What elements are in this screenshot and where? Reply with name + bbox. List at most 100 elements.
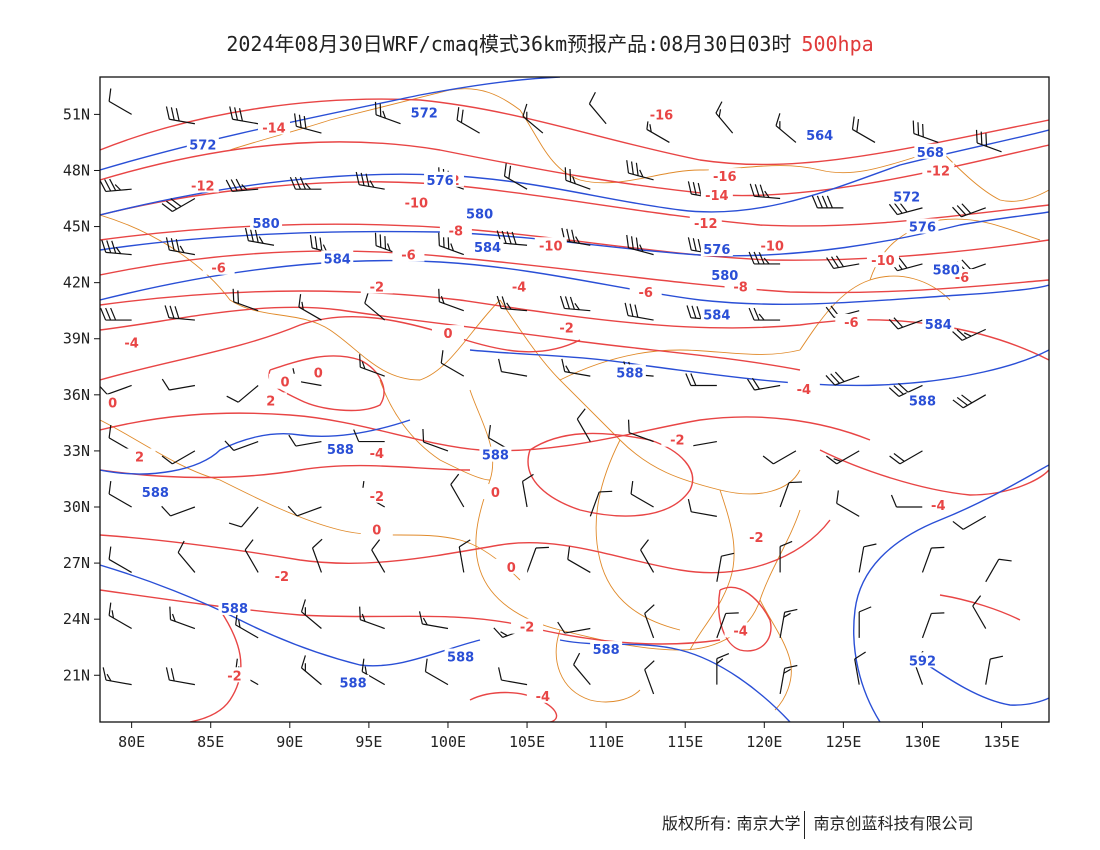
wind-barb (952, 203, 986, 218)
wind-barb (716, 552, 735, 582)
temperature-contour (100, 316, 581, 381)
height-label: 576 (703, 243, 730, 258)
wind-barb (775, 113, 797, 143)
lon-tick-label: 85E (197, 733, 224, 751)
wind-barb (418, 611, 449, 630)
height-label: 564 (806, 129, 833, 144)
wind-barb (851, 116, 876, 143)
wind-barb (353, 429, 385, 443)
company-name: 南京创蓝科技有限公司 (813, 814, 974, 833)
height-contour (853, 464, 1049, 722)
wind-barb (496, 295, 528, 312)
wind-barb (169, 606, 196, 630)
wind-barb (300, 599, 322, 629)
wind-barb (779, 608, 798, 638)
temperature-label: -2 (227, 669, 241, 684)
contour-label-bg (321, 250, 354, 266)
temperature-label: -8 (449, 224, 463, 239)
wind-barb (779, 481, 803, 508)
height-label: 584 (474, 241, 501, 256)
wind-barb (687, 499, 717, 517)
contour-label-bg (890, 188, 923, 204)
wind-barb (361, 658, 386, 686)
height-contour (100, 564, 481, 667)
contour-label-bg (661, 431, 694, 447)
contour-label-bg (922, 315, 955, 331)
temperature-label: -2 (370, 280, 384, 295)
contour-label-bg (708, 267, 741, 283)
height-label: 588 (593, 643, 620, 658)
temperature-label: -14 (705, 189, 729, 204)
wind-barb (359, 606, 385, 630)
temperature-contour (189, 609, 242, 722)
contour-label-bg (471, 239, 504, 255)
pressure-level: 500hpa (801, 32, 874, 56)
wind-barb (244, 227, 275, 246)
wind-barb (985, 655, 1004, 685)
contour-label-bg (866, 252, 899, 268)
wind-barb (890, 494, 923, 508)
temperature-label: -6 (401, 249, 415, 264)
wind-barbs (100, 88, 1012, 695)
height-label: 584 (324, 252, 351, 267)
temperature-label: 0 (108, 396, 117, 411)
wind-barb (716, 612, 739, 639)
temperature-contour (100, 519, 831, 574)
contour-label-bg (463, 205, 496, 221)
temperature-label: -4 (124, 336, 138, 351)
wind-barb (229, 106, 259, 125)
wind-barb (888, 383, 923, 398)
height-label: 572 (189, 138, 216, 153)
wind-barb (503, 163, 528, 190)
wind-barb (889, 450, 923, 465)
province-boundaries (100, 88, 1049, 711)
contour-label-bg (906, 652, 939, 668)
temperature-labels: -14-12-12-10-8-6-6-4-2-10-16-16-14-12-12… (96, 106, 979, 705)
contour-label-bg (218, 667, 251, 683)
contour-label-bg (645, 106, 678, 122)
wind-barb (912, 120, 939, 143)
temperature-label: -10 (871, 254, 895, 269)
height-label: 588 (616, 366, 643, 381)
temperature-label: -12 (694, 217, 718, 232)
map-title: 2024年08月30日WRF/cmaq模式36km预报产品:08月30日03时 5… (0, 28, 1100, 57)
wind-barb (624, 302, 654, 321)
wind-barb (985, 558, 1012, 583)
temperature-label: 0 (281, 376, 290, 391)
height-label: 580 (466, 207, 493, 222)
wind-barb (640, 539, 655, 573)
temperature-contour (100, 464, 471, 479)
wind-barb (567, 546, 591, 573)
wind-barb (888, 317, 923, 330)
contour-label-bg (787, 381, 820, 397)
temperature-label: -6 (211, 262, 225, 277)
wind-barb (226, 385, 259, 403)
temperature-label: -16 (713, 170, 737, 185)
wind-barb (685, 373, 717, 387)
lon-tick-label: 130E (904, 733, 940, 751)
contour-label-bg (740, 528, 773, 544)
wind-barb (952, 394, 987, 409)
lat-tick-label: 48N (63, 161, 90, 179)
contour-label-bg (254, 392, 287, 408)
temperature-label: -2 (370, 490, 384, 505)
lat-tick-label: 21N (63, 666, 90, 684)
wind-barb (522, 103, 544, 134)
wind-barb (164, 305, 195, 321)
wind-barb (588, 92, 607, 125)
contour-label-bg (360, 444, 393, 460)
wind-barb (108, 546, 132, 573)
lon-tick-label: 125E (825, 733, 861, 751)
wind-barb (440, 350, 465, 377)
lat-tick-label: 39N (63, 330, 90, 348)
wind-barb (975, 129, 1002, 153)
wind-barb (165, 667, 196, 686)
temperature-label: -4 (797, 383, 811, 398)
wind-barb (836, 490, 860, 517)
temperature-label: -2 (520, 621, 534, 636)
lon-tick-label: 110E (588, 733, 624, 751)
wind-barb (232, 288, 259, 312)
height-labels: 572 572 576 580 580 584 584 564 568 572 576 576 580 5… (139, 104, 963, 692)
wind-barb (224, 440, 259, 452)
wind-barb (108, 602, 132, 630)
